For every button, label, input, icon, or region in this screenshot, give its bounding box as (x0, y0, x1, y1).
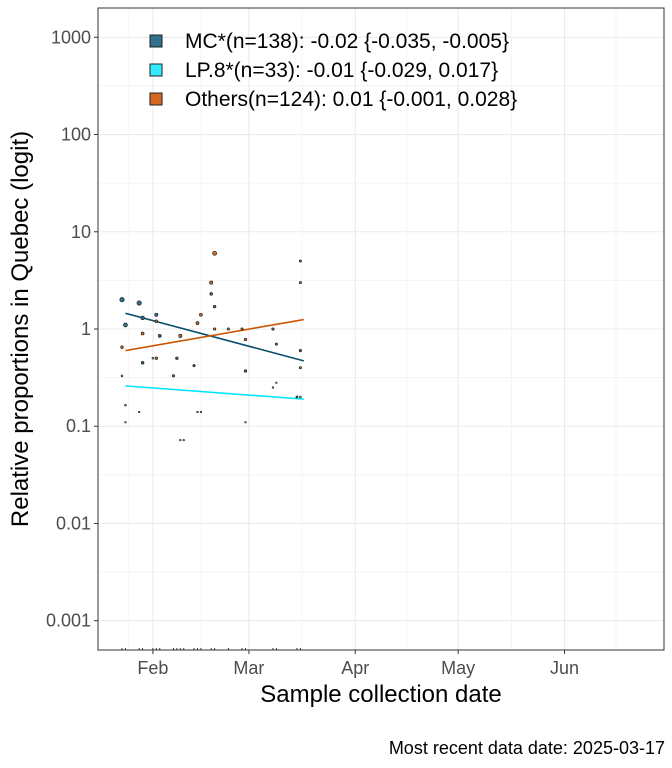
trend-lines (125, 312, 305, 400)
x-axis-title: Sample collection date (260, 681, 501, 708)
data-point (154, 319, 159, 324)
legend-label: LP.8*(n=33): -0.01 {-0.029, 0.017} (185, 59, 498, 82)
data-point (179, 438, 182, 442)
x-tick-label: Jun (550, 658, 579, 678)
y-axis-title: Relative proportions in Quebec (logit) (7, 131, 34, 527)
legend-label: Others(n=124): 0.01 {-0.001, 0.028} (185, 88, 517, 111)
y-tick-label: 1000 (51, 27, 91, 47)
legend-key (149, 92, 163, 106)
data-point (299, 395, 302, 399)
data-point (192, 364, 196, 368)
data-point (298, 366, 302, 370)
trend-line (125, 318, 304, 352)
data-point (175, 356, 179, 360)
data-point (271, 327, 275, 331)
data-point (124, 421, 127, 424)
data-point (298, 281, 302, 285)
x-tick-label: Mar (233, 658, 264, 678)
data-point (119, 297, 125, 303)
data-point (154, 312, 159, 317)
legend: MC*(n=138): -0.02 {-0.035, -0.005} LP.8*(… (149, 30, 517, 111)
data-point (140, 360, 145, 365)
data-point (209, 280, 214, 285)
data-point (154, 356, 158, 360)
data-point (120, 374, 124, 378)
x-tick-label: Feb (137, 658, 168, 678)
data-point (212, 250, 217, 256)
data-point (140, 331, 145, 336)
data-point (199, 410, 203, 414)
data-point (271, 386, 275, 389)
data-point (199, 312, 203, 317)
data-point (195, 321, 200, 325)
data-point (120, 345, 124, 349)
legend-key (149, 63, 163, 77)
data-point (157, 334, 162, 338)
data-point (243, 369, 248, 373)
data-point (213, 327, 217, 331)
data-point (244, 421, 247, 424)
data-point (275, 381, 278, 384)
data-point (243, 337, 248, 342)
data-point (295, 395, 299, 399)
data-point (298, 349, 302, 353)
data-points (119, 250, 302, 442)
y-tick-label: 0.001 (46, 611, 91, 631)
data-point (226, 327, 230, 331)
x-rug-marks (121, 648, 301, 650)
y-tick-label: 10 (71, 222, 91, 242)
data-point (298, 259, 302, 263)
data-point (123, 322, 128, 328)
data-point (124, 403, 127, 407)
axes: 0.001 0.01 0.1 1 10 100 1000 Feb Mar Apr May Jun (46, 27, 579, 678)
trend-line (125, 312, 305, 362)
y-tick-label: 0.1 (66, 416, 91, 436)
data-point (138, 410, 141, 414)
data-point (140, 315, 145, 321)
grid-lines (98, 8, 664, 650)
data-point (182, 438, 185, 442)
trend-line (125, 385, 304, 400)
data-point (136, 300, 142, 306)
data-point (240, 327, 244, 331)
data-date-caption: Most recent data date: 2025-03-17 (389, 738, 665, 758)
data-point (151, 357, 155, 360)
y-tick-label: 1 (81, 319, 91, 339)
data-point (212, 304, 217, 309)
x-tick-label: Apr (341, 658, 369, 678)
data-point (178, 333, 183, 338)
data-point (196, 410, 199, 414)
legend-label: MC*(n=138): -0.02 {-0.035, -0.005} (185, 30, 509, 53)
y-tick-label: 0.01 (56, 513, 91, 533)
data-point (209, 292, 213, 296)
x-tick-label: May (441, 658, 475, 678)
legend-key (149, 34, 163, 48)
data-point (274, 342, 278, 346)
y-tick-label: 100 (61, 125, 91, 145)
data-point (171, 374, 176, 378)
